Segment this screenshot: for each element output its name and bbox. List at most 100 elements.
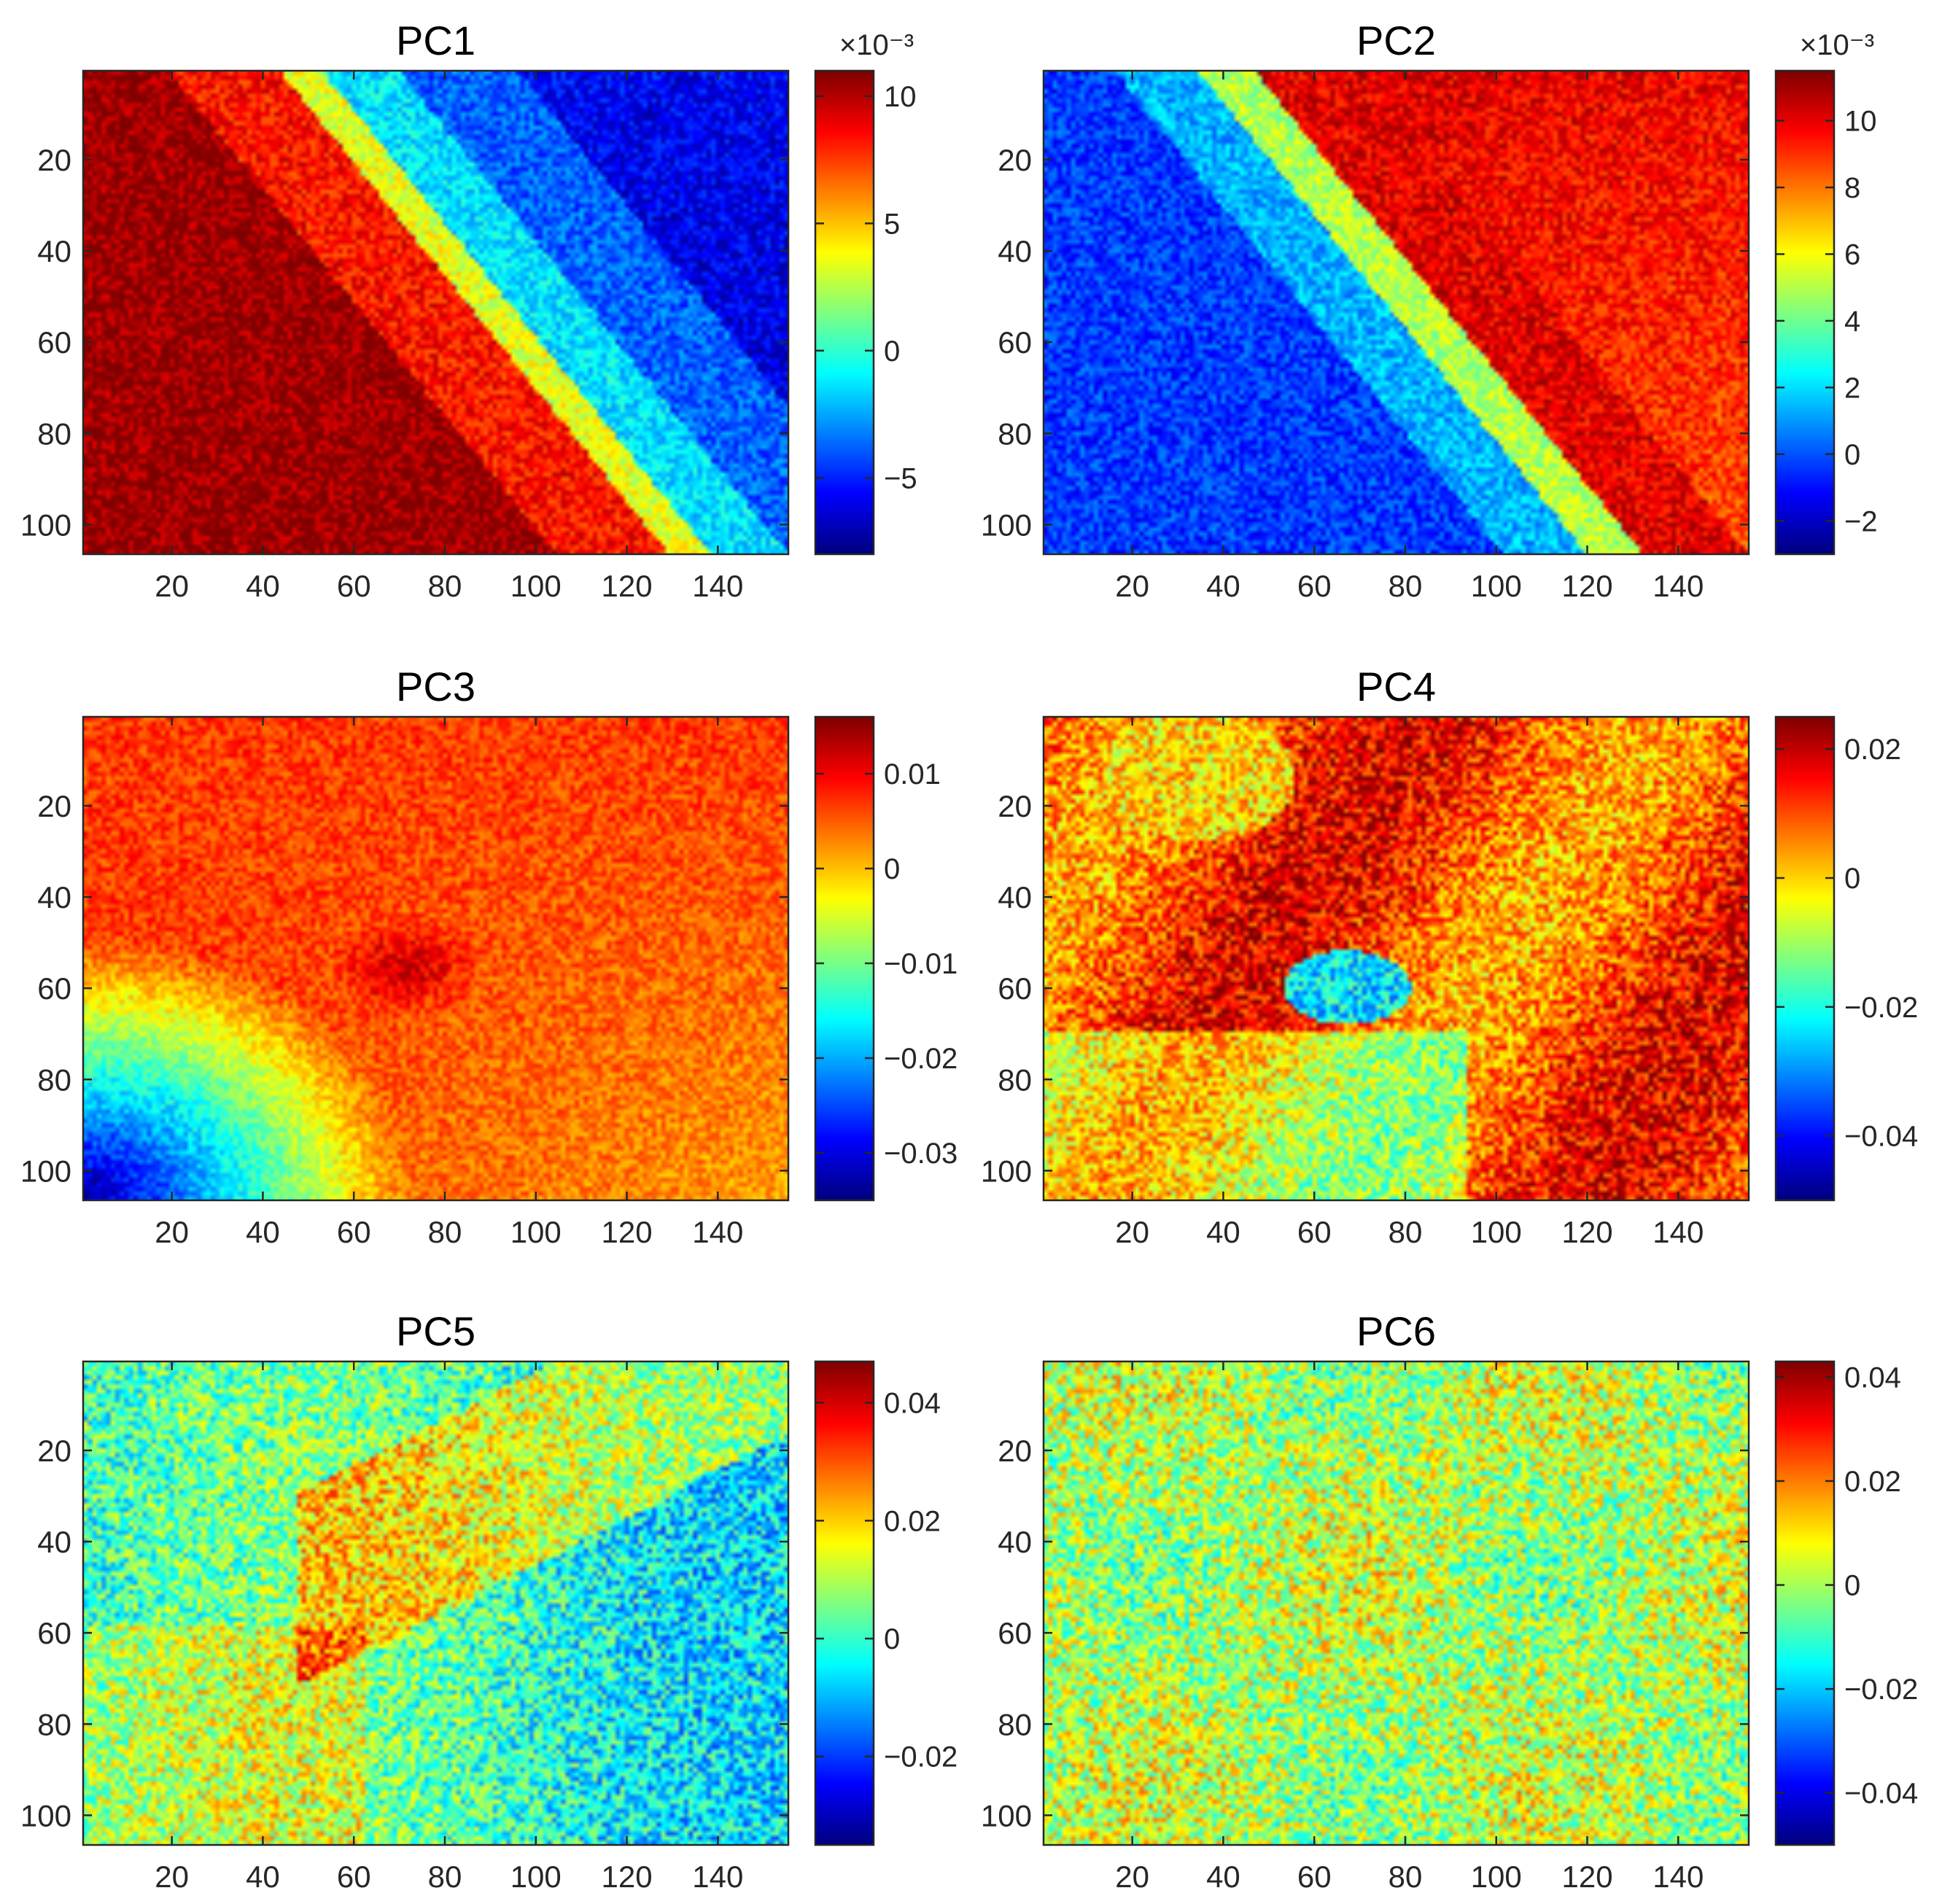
y-tick-label: 100: [20, 508, 71, 542]
x-tick-label: 140: [692, 1215, 743, 1249]
colorbar-tick-label: 0.02: [884, 1505, 941, 1537]
plot-frame: [82, 69, 790, 556]
y-tick-label: 20: [37, 789, 71, 823]
colorbar-tick-label: −0.01: [884, 948, 958, 980]
heatmap-image: [83, 71, 788, 554]
x-tick-label: 60: [1297, 569, 1332, 603]
x-tick-label: 120: [601, 1860, 652, 1894]
x-tick-label: 100: [1471, 1215, 1522, 1249]
colorbar-tick-label: 0.04: [884, 1388, 941, 1420]
heatmap-image: [1044, 717, 1749, 1200]
y-tick-label: 100: [981, 1154, 1032, 1188]
x-tick-label: 40: [246, 1215, 280, 1249]
y-tick-label: 40: [37, 880, 71, 914]
colorbar-tick-label: −0.02: [884, 1741, 958, 1773]
x-tick-label: 20: [155, 569, 189, 603]
x-tick-label: 40: [1206, 569, 1240, 603]
colorbar-tick-label: −2: [1844, 505, 1878, 537]
x-tick-label: 20: [1115, 1860, 1149, 1894]
plot-frame: [1042, 69, 1750, 556]
x-tick-label: 100: [510, 1215, 562, 1249]
y-tick-label: 100: [981, 508, 1032, 542]
colorbar-gradient: [1776, 717, 1834, 1200]
colorbar-tick-label: 5: [884, 208, 900, 240]
x-tick-label: 80: [428, 1215, 462, 1249]
x-tick-label: 100: [1471, 1860, 1522, 1894]
y-tick-label: 20: [998, 1434, 1032, 1468]
plot-frame: [82, 1360, 790, 1846]
y-tick-label: 80: [37, 1707, 71, 1741]
y-tick-label: 100: [981, 1798, 1032, 1833]
colorbar-tick-label: 0.02: [1844, 734, 1901, 766]
y-tick-label: 40: [998, 880, 1032, 914]
y-tick-label: 80: [998, 1062, 1032, 1097]
colorbar-tick-label: 8: [1844, 172, 1860, 204]
y-tick-label: 80: [37, 416, 71, 451]
x-tick-label: 100: [510, 569, 562, 603]
colorbar-gradient: [815, 717, 874, 1200]
heatmap-image: [83, 1361, 788, 1845]
colorbar-tick-label: 0.02: [1844, 1466, 1901, 1498]
colorbar-tick-label: 0: [1844, 439, 1860, 471]
x-tick-label: 140: [1652, 1860, 1704, 1894]
subplot-pc5: PC5 20 40 60 80 100 120 140 20 40 60 80 100 0.04 0.02 0…: [20, 1308, 958, 1894]
colorbar-gradient: [1776, 1361, 1834, 1845]
x-tick-label: 100: [1471, 569, 1522, 603]
y-tick-label: 40: [998, 234, 1032, 268]
x-tick-label: 20: [1115, 569, 1149, 603]
colorbar-multiplier: ×10⁻³: [1800, 29, 1874, 61]
x-tick-label: 120: [601, 1215, 652, 1249]
colorbar-frame: [1774, 715, 1836, 1202]
subplot-pc4: PC4 20 40 60 80 100 120 140 20 40 60 80 100 0.02 0 −0.0…: [981, 664, 1918, 1249]
colorbar-tick-label: −0.02: [884, 1043, 958, 1075]
y-tick-label: 60: [998, 1616, 1032, 1650]
colorbar-multiplier: ×10⁻³: [839, 29, 914, 61]
x-tick-label: 120: [1561, 1860, 1612, 1894]
x-tick-label: 80: [1388, 1215, 1423, 1249]
y-tick-label: 80: [998, 1707, 1032, 1741]
colorbar-tick-label: 0.04: [1844, 1361, 1901, 1394]
colorbar-tick-label: 0: [1844, 863, 1860, 895]
x-tick-label: 100: [510, 1860, 562, 1894]
x-tick-label: 60: [1297, 1860, 1332, 1894]
y-tick-label: 20: [37, 143, 71, 177]
y-tick-label: 20: [998, 143, 1032, 177]
colorbar-tick-label: −0.04: [1844, 1778, 1918, 1810]
subplot-pc1: PC1 20 40 60 80 100 120 140 20 40 60 80 100 10 5 0 −5 ×10…: [20, 18, 917, 603]
x-tick-label: 120: [1561, 1215, 1612, 1249]
x-tick-label: 140: [1652, 1215, 1704, 1249]
colorbar-tick-label: 6: [1844, 238, 1860, 271]
y-tick-label: 60: [998, 325, 1032, 360]
colorbar-tick-label: 0: [884, 335, 900, 368]
x-tick-label: 80: [1388, 1860, 1423, 1894]
colorbar-frame: [814, 1360, 875, 1846]
x-tick-label: 120: [1561, 569, 1612, 603]
colorbar-tick-label: −0.04: [1844, 1121, 1918, 1153]
heatmap-image: [1044, 71, 1749, 554]
x-tick-label: 140: [1652, 569, 1704, 603]
plot-frame: [82, 715, 790, 1202]
y-tick-label: 100: [20, 1798, 71, 1833]
subplot-title: PC5: [396, 1308, 475, 1354]
x-tick-label: 40: [246, 569, 280, 603]
x-tick-label: 80: [1388, 569, 1423, 603]
y-tick-label: 60: [37, 325, 71, 360]
colorbar-frame: [814, 69, 875, 556]
y-tick-label: 60: [37, 1616, 71, 1650]
colorbar-gradient: [815, 1361, 874, 1845]
subplot-pc6: PC6 20 40 60 80 100 120 140 20 40 60 80 100 0.04 0.02 0…: [981, 1308, 1918, 1894]
y-tick-label: 100: [20, 1154, 71, 1188]
y-tick-label: 60: [37, 971, 71, 1006]
colorbar-tick-label: −0.03: [884, 1138, 958, 1170]
heatmap-image: [83, 717, 788, 1200]
y-tick-label: 60: [998, 971, 1032, 1006]
x-tick-label: 40: [246, 1860, 280, 1894]
subplot-pc3: PC3 20 40 60 80 100 120 140 20 40 60 80 100 0.01 0 −0.0…: [20, 664, 958, 1249]
colorbar-frame: [814, 715, 875, 1202]
colorbar-tick-label: −0.02: [1844, 992, 1918, 1024]
colorbar-gradient: [1776, 71, 1834, 554]
y-tick-label: 80: [37, 1062, 71, 1097]
y-tick-label: 40: [37, 234, 71, 268]
